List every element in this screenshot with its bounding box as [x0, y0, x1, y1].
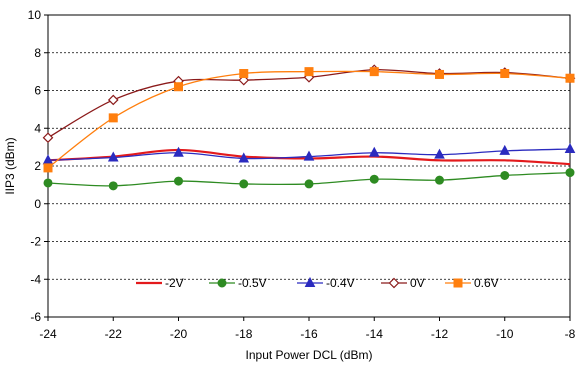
point-marker [173, 146, 184, 157]
point-marker [108, 181, 118, 191]
legend-label: 0V [410, 276, 425, 290]
point-marker [565, 168, 575, 178]
y-tick-label: 0 [34, 197, 41, 211]
y-tick-label: 10 [28, 8, 42, 22]
point-marker [435, 175, 444, 185]
x-tick-label: -14 [366, 327, 384, 341]
y-tick-label: 6 [34, 84, 41, 98]
point-marker [434, 148, 445, 159]
legend-label: -0.5V [238, 276, 267, 290]
x-axis-ticks: -24 -22 -20 -18 -16 -14 -12 -10 -8 [39, 317, 576, 341]
series-group [42, 142, 576, 165]
legend-item: 0.6V [445, 276, 499, 290]
point-marker [388, 277, 400, 289]
point-marker [369, 174, 379, 184]
point-marker [435, 69, 444, 79]
point-marker [43, 163, 53, 173]
point-marker [499, 144, 511, 155]
point-marker [239, 69, 249, 79]
point-marker [217, 278, 227, 288]
point-marker [500, 170, 510, 180]
point-marker [500, 69, 510, 79]
x-tick-label: -12 [431, 327, 449, 341]
y-axis-title: IIP3 (dBm) [3, 137, 17, 194]
x-tick-label: -10 [496, 327, 514, 341]
point-marker [239, 179, 249, 189]
y-tick-label: -2 [30, 235, 41, 249]
point-marker [238, 152, 250, 163]
point-marker [174, 82, 183, 92]
point-marker [565, 73, 575, 83]
point-marker [107, 94, 119, 106]
y-tick-label: 4 [34, 121, 41, 135]
y-tick-label: -6 [30, 310, 41, 324]
series-group [43, 67, 575, 173]
point-marker [564, 142, 576, 154]
point-marker [43, 178, 53, 188]
point-marker [303, 150, 315, 161]
point-marker [42, 132, 54, 144]
x-tick-label: -24 [39, 327, 57, 341]
legend-item: -2V [136, 276, 184, 290]
series-lines [42, 64, 576, 191]
x-tick-label: -20 [170, 327, 188, 341]
x-tick-label: -18 [235, 327, 253, 341]
y-tick-label: -4 [30, 272, 41, 286]
point-marker [304, 276, 316, 287]
y-tick-label: 2 [34, 159, 41, 173]
point-marker [107, 151, 119, 162]
legend-item: -0.4V [297, 276, 355, 290]
point-marker [368, 146, 380, 157]
point-marker [369, 67, 379, 77]
legend-label: -0.4V [326, 276, 355, 290]
point-marker [304, 67, 314, 77]
point-marker [174, 176, 183, 186]
legend-label: -2V [165, 276, 184, 290]
legend: -2V -0.5V -0.4V 0V 0.6V [136, 276, 499, 290]
point-marker [453, 278, 463, 288]
point-marker [304, 179, 314, 189]
x-tick-label: -16 [300, 327, 318, 341]
legend-item: -0.5V [209, 276, 267, 290]
y-tick-label: 8 [34, 46, 41, 60]
x-tick-label: -22 [105, 327, 123, 341]
x-axis-title: Input Power DCL (dBm) [246, 348, 373, 362]
series-group [43, 168, 575, 191]
legend-item: 0V [381, 276, 425, 290]
legend-label: 0.6V [474, 276, 499, 290]
x-tick-label: -8 [565, 327, 576, 341]
point-marker [108, 113, 118, 123]
